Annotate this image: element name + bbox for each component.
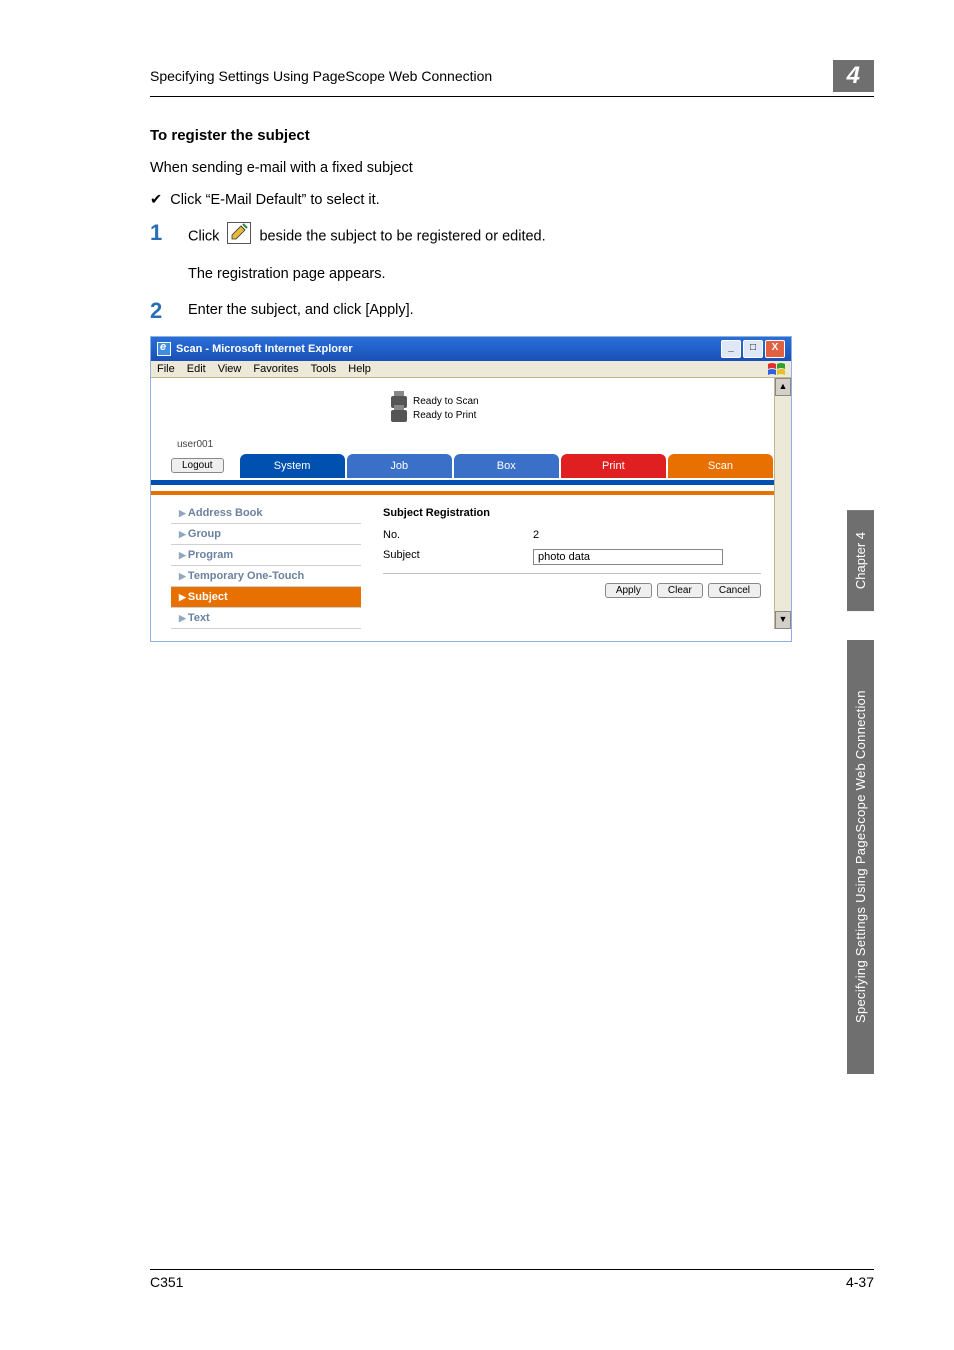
menu-tools[interactable]: Tools	[311, 363, 337, 375]
no-label: No.	[383, 529, 533, 541]
maximize-button[interactable]: □	[743, 340, 763, 358]
footer-right: 4-37	[846, 1274, 874, 1290]
browser-content: ▲ ▼ Ready to Scan Ready to Print user001…	[151, 378, 791, 629]
page-footer: C351 4-37	[150, 1269, 874, 1290]
triangle-icon: ▶	[179, 592, 186, 602]
menu-favorites[interactable]: Favorites	[253, 363, 298, 375]
panel-buttons: Apply Clear Cancel	[383, 584, 761, 596]
panel-divider	[383, 573, 761, 574]
step-number: 2	[150, 300, 188, 322]
edit-icon	[227, 222, 251, 252]
step-text-before: Click	[188, 229, 223, 245]
step-text-after: beside the subject to be registered or e…	[259, 229, 545, 245]
blue-divider	[151, 480, 775, 485]
subject-label: Subject	[383, 549, 533, 565]
window-title: Scan - Microsoft Internet Explorer	[176, 343, 353, 355]
checkmark-icon: ✔	[150, 192, 170, 208]
triangle-icon: ▶	[179, 613, 186, 623]
sidebar-item-temporary-one-touch[interactable]: ▶Temporary One-Touch	[171, 566, 361, 587]
ie-icon	[157, 342, 171, 356]
side-tab-title: Specifying Settings Using PageScope Web …	[847, 640, 874, 1074]
tab-box[interactable]: Box	[454, 454, 559, 478]
tab-scan[interactable]: Scan	[668, 454, 773, 478]
precondition: ✔ Click “E-Mail Default” to select it.	[150, 192, 874, 208]
status-print-text: Ready to Print	[413, 410, 476, 421]
sidebar-label: Address Book	[188, 507, 263, 519]
triangle-icon: ▶	[179, 529, 186, 539]
sidebar-label: Subject	[188, 591, 228, 603]
triangle-icon: ▶	[179, 571, 186, 581]
step-body: Click beside the subject to be registere…	[188, 222, 874, 286]
minimize-button[interactable]: _	[721, 340, 741, 358]
printer-icon	[391, 410, 407, 422]
apply-button[interactable]: Apply	[605, 583, 652, 598]
tab-system[interactable]: System	[240, 454, 345, 478]
header-text: Specifying Settings Using PageScope Web …	[150, 68, 823, 84]
intro-text: When sending e-mail with a fixed subject	[150, 158, 874, 178]
scroll-down-button[interactable]: ▼	[775, 611, 791, 629]
scrollbar[interactable]: ▲ ▼	[774, 378, 791, 629]
precondition-text: Click “E-Mail Default” to select it.	[170, 192, 380, 208]
menu-edit[interactable]: Edit	[187, 363, 206, 375]
footer-left: C351	[150, 1274, 183, 1290]
tab-print[interactable]: Print	[561, 454, 666, 478]
tab-bar: Logout System Job Box Print Scan	[151, 452, 775, 480]
triangle-icon: ▶	[179, 508, 186, 518]
close-button[interactable]: X	[765, 340, 785, 358]
scroll-up-button[interactable]: ▲	[775, 378, 791, 396]
sidebar: ▶Address Book ▶Group ▶Program ▶Temporary…	[171, 503, 361, 629]
sidebar-item-subject[interactable]: ▶Subject	[171, 587, 361, 608]
row-subject: Subject	[383, 549, 761, 565]
sidebar-item-address-book[interactable]: ▶Address Book	[171, 503, 361, 524]
sidebar-item-group[interactable]: ▶Group	[171, 524, 361, 545]
step-1: 1 Click beside the subject to be registe…	[150, 222, 874, 286]
step-2: 2 Enter the subject, and click [Apply].	[150, 300, 874, 322]
menu-view[interactable]: View	[218, 363, 242, 375]
row-no: No. 2	[383, 529, 761, 541]
sidebar-label: Text	[188, 612, 210, 624]
window-titlebar: Scan - Microsoft Internet Explorer _ □ X	[151, 337, 791, 361]
chapter-box: 4	[833, 60, 874, 92]
sidebar-label: Group	[188, 528, 221, 540]
triangle-icon: ▶	[179, 550, 186, 560]
page-header: Specifying Settings Using PageScope Web …	[150, 60, 874, 97]
sidebar-label: Temporary One-Touch	[188, 570, 304, 582]
window-buttons: _ □ X	[721, 340, 785, 358]
section-heading: To register the subject	[150, 127, 874, 144]
step-sub: The registration page appears.	[188, 264, 874, 286]
main-area: ▶Address Book ▶Group ▶Program ▶Temporary…	[151, 503, 775, 629]
side-tab-chapter: Chapter 4	[847, 510, 874, 611]
browser-menubar: File Edit View Favorites Tools Help	[151, 361, 791, 378]
step-body: Enter the subject, and click [Apply].	[188, 300, 874, 322]
browser-screenshot: Scan - Microsoft Internet Explorer _ □ X…	[150, 336, 792, 642]
subject-input[interactable]	[533, 549, 723, 565]
sidebar-item-text[interactable]: ▶Text	[171, 608, 361, 629]
logout-button[interactable]: Logout	[171, 458, 224, 473]
panel-heading: Subject Registration	[383, 507, 761, 519]
menu-help[interactable]: Help	[348, 363, 371, 375]
orange-divider	[151, 491, 775, 495]
tab-job[interactable]: Job	[347, 454, 452, 478]
sidebar-label: Program	[188, 549, 233, 561]
content-panel: Subject Registration No. 2 Subject Apply…	[369, 503, 775, 629]
cancel-button[interactable]: Cancel	[708, 583, 761, 598]
no-value: 2	[533, 529, 539, 541]
user-label: user001	[177, 439, 213, 450]
menu-file[interactable]: File	[157, 363, 175, 375]
windows-logo-icon	[767, 362, 787, 378]
status-print: Ready to Print	[391, 410, 775, 422]
step-number: 1	[150, 222, 188, 244]
status-scan-text: Ready to Scan	[413, 396, 479, 407]
status-area: Ready to Scan Ready to Print user001	[151, 378, 775, 452]
clear-button[interactable]: Clear	[657, 583, 703, 598]
status-scan: Ready to Scan	[391, 396, 775, 408]
sidebar-item-program[interactable]: ▶Program	[171, 545, 361, 566]
